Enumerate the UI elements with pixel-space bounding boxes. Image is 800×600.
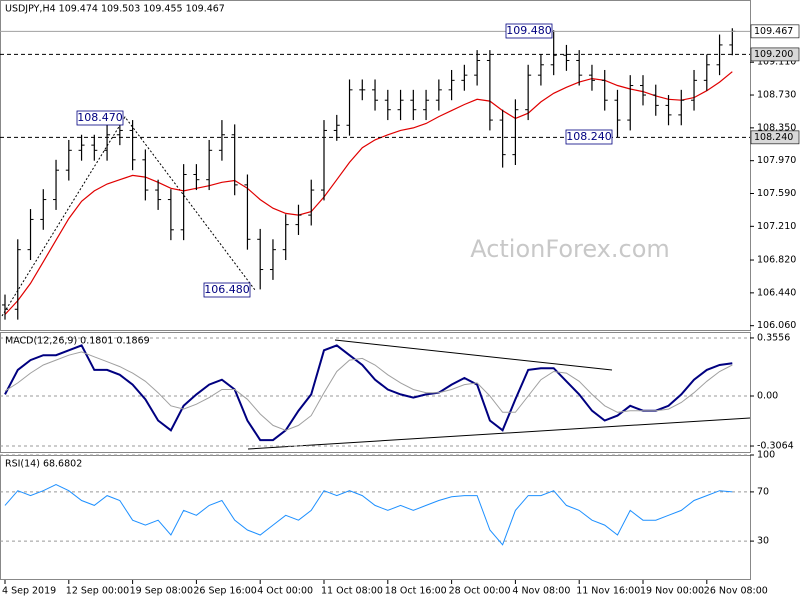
y-tick-label: -0.3064: [757, 441, 794, 452]
y-tick-label: 30: [757, 536, 769, 547]
annotation-box: [505, 23, 553, 39]
trend-line: [334, 339, 613, 371]
rsi-panel: [0, 455, 751, 580]
macd-panel: [0, 332, 751, 453]
panel-title: USDJPY,H4 109.474 109.503 109.455 109.46…: [5, 4, 225, 15]
y-tick-label: 0.3556: [757, 332, 790, 343]
x-tick-label: 26 Sep 16:00: [193, 586, 256, 597]
annotation-box: [76, 110, 124, 126]
annotation: 109.480: [506, 24, 552, 37]
y-tick-label: 0.00: [757, 391, 778, 402]
y-tick-label: 109.110: [757, 57, 796, 68]
y-tick-label: 108.730: [757, 90, 796, 101]
x-tick-label: 19 Sep 08:00: [130, 586, 193, 597]
y-tick-label: 100: [757, 450, 775, 461]
annotation-box: [565, 129, 613, 145]
y-tick-label: 107.970: [757, 155, 796, 166]
level-label-box: [750, 47, 800, 62]
x-tick-label: 26 Nov 08:00: [704, 586, 768, 597]
x-tick-label: 18 Oct 16:00: [385, 586, 447, 597]
level-label: 109.467: [754, 26, 793, 37]
annotation: 106.480: [204, 283, 250, 296]
x-tick-label: 11 Nov 16:00: [576, 586, 640, 597]
swing-line: [1, 116, 256, 317]
y-tick-label: 106.060: [757, 320, 796, 331]
moving-average: [4, 71, 733, 315]
y-tick-label: 70: [757, 486, 769, 497]
y-tick-label: 108.350: [757, 122, 796, 133]
x-tick-label: 28 Oct 00:00: [449, 586, 511, 597]
y-tick-label: 107.210: [757, 221, 796, 232]
annotation-box: [203, 282, 251, 298]
x-tick-label: 4 Nov 08:00: [512, 586, 570, 597]
y-tick-label: 106.440: [757, 287, 796, 298]
x-tick-label: 4 Sep 2019: [2, 586, 56, 597]
x-tick-label: 4 Oct 00:00: [257, 586, 313, 597]
series-line: [4, 344, 733, 442]
series-line: [4, 351, 733, 431]
price-panel: [0, 0, 751, 331]
annotation: 108.240: [566, 130, 612, 143]
series-line: [4, 483, 733, 546]
watermark: ActionForex.com: [470, 235, 670, 263]
y-tick-label: 106.820: [757, 255, 796, 266]
level-label-box: [750, 130, 800, 145]
annotation: 108.470: [77, 111, 123, 124]
trend-line: [247, 417, 751, 450]
x-tick-label: 12 Sep 00:00: [66, 586, 129, 597]
x-tick-label: 19 Nov 00:00: [640, 586, 704, 597]
x-tick-label: 11 Oct 08:00: [321, 586, 383, 597]
panel-title: RSI(14) 68.6802: [5, 459, 82, 470]
level-label-box: [750, 24, 800, 39]
level-label: 108.240: [754, 132, 793, 143]
y-tick-label: 107.590: [757, 188, 796, 199]
panel-title: MACD(12,26,9) 0.1801 0.1869: [5, 336, 150, 347]
level-label: 109.200: [754, 49, 793, 60]
